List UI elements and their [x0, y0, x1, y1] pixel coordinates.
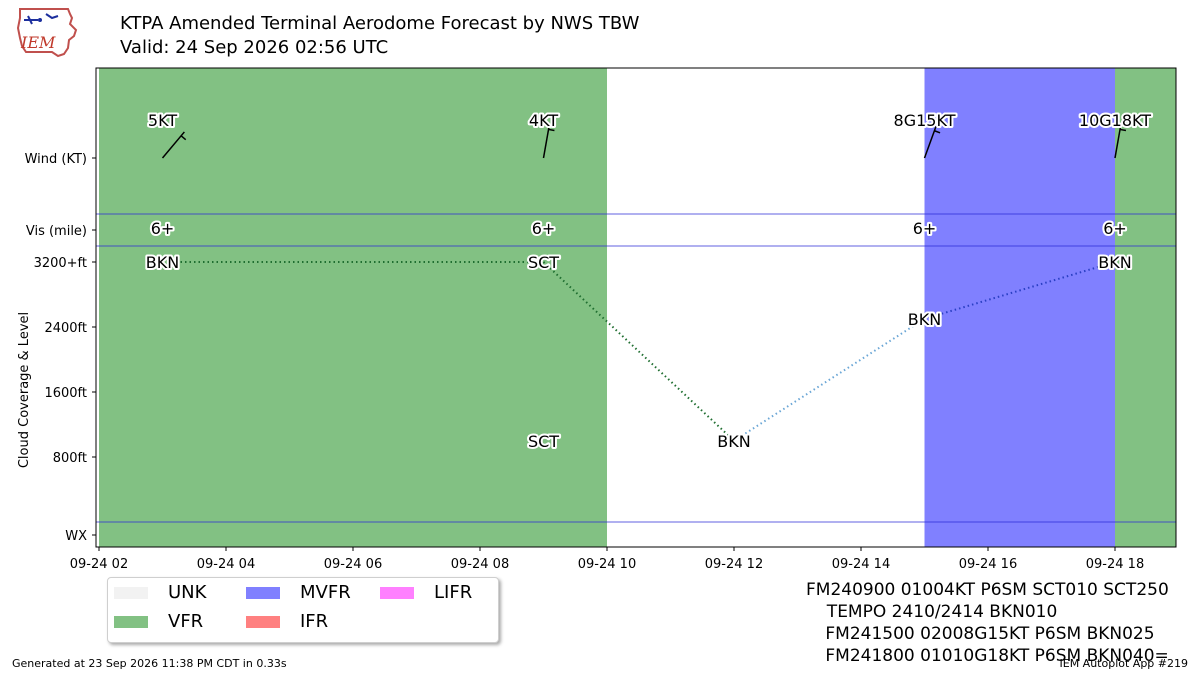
- taf-line-4: FM241800 01010G18KT P6SM BKN040=: [820, 646, 1169, 666]
- y-tick-label: Wind (KT): [25, 152, 87, 167]
- cloud-label: BKN: [908, 310, 941, 329]
- x-tick-label: 09-24 06: [324, 557, 382, 572]
- wind-label: 5KT: [148, 111, 177, 130]
- wind-label: 4KT: [529, 111, 558, 130]
- y-axis-label: Cloud Coverage & Level: [17, 312, 32, 468]
- wind-label: 8G15KT: [894, 111, 956, 130]
- x-tick-label: 09-24 02: [70, 557, 128, 572]
- visibility-label: 6+: [1103, 219, 1127, 238]
- x-tick-label: 09-24 18: [1086, 557, 1144, 572]
- taf-line-2: TEMPO 2410/2414 BKN010: [816, 602, 1058, 622]
- logo-text: IEM: [20, 33, 56, 52]
- visibility-label-halo: 6+: [913, 219, 937, 238]
- wind-barb-flag: [934, 130, 941, 134]
- x-tick-label: 09-24 04: [197, 557, 255, 572]
- y-tick-label: 2400ft: [44, 321, 87, 336]
- visibility-label: 6+: [532, 219, 556, 238]
- taf-line-3: FM241500 02008G15KT P6SM BKN025: [820, 624, 1155, 644]
- cloud-line: [542, 261, 735, 442]
- flight-category-bands: [99, 68, 1176, 547]
- chart-subtitle: Valid: 24 Sep 2026 02:56 UTC: [120, 37, 389, 58]
- x-axis: 09-24 02 09-24 04 09-24 06 09-24 08 09-24 10…: [70, 547, 1144, 572]
- wind-barb-flag: [1119, 128, 1127, 132]
- visibility-label-halo: 6+: [151, 219, 175, 238]
- legend-label: MVFR: [300, 582, 351, 603]
- legend-label: LIFR: [434, 582, 473, 603]
- legend-swatch: [380, 587, 414, 599]
- wind-barb-flag: [548, 128, 555, 132]
- wind-label: 10G18KT: [1079, 111, 1151, 130]
- visibility-label: 6+: [913, 219, 937, 238]
- y-tick-label: Vis (mile): [26, 224, 87, 239]
- cloud-label: BKN: [717, 432, 750, 451]
- legend-item-lifr: LIFR: [380, 582, 472, 603]
- footer-generated: Generated at 23 Sep 2026 11:38 PM CDT in…: [12, 657, 287, 670]
- chart-title: KTPA Amended Terminal Aerodome Forecast …: [120, 13, 640, 34]
- category-band: [1115, 68, 1176, 547]
- wind-label-halo: 8G15KT: [894, 111, 956, 130]
- cloud-lines: [162, 261, 1116, 442]
- legend-label: VFR: [168, 611, 204, 632]
- wind-barb: [161, 131, 185, 159]
- wind-label-halo: 10G18KT: [1079, 111, 1151, 130]
- legend: UNK VFR MVFR IFR LIFR: [107, 577, 499, 643]
- visibility-label-halo: 6+: [1103, 219, 1127, 238]
- wind-label-halo: 5KT: [148, 111, 177, 130]
- taf-line-1: FM240900 01004KT P6SM SCT010 SCT250: [806, 580, 1169, 600]
- legend-label: IFR: [300, 611, 329, 632]
- y-tick-label: 800ft: [53, 451, 87, 466]
- y-tick-label: WX: [65, 529, 87, 544]
- category-band: [99, 68, 607, 547]
- legend-item-vfr: VFR: [114, 611, 203, 632]
- cloud-label-halo: SCT: [528, 432, 559, 451]
- x-tick-label: 09-24 16: [959, 557, 1017, 572]
- cloud-line: [924, 261, 1116, 320]
- iem-logo: IEM: [16, 8, 78, 58]
- legend-swatch: [114, 587, 148, 599]
- cloud-label-halo: BKN: [908, 310, 941, 329]
- legend-swatch: [114, 616, 148, 628]
- cloud-label: SCT: [528, 432, 559, 451]
- visibility-label-halo: 6+: [532, 219, 556, 238]
- footer-app: IEM Autoplot App #219: [1059, 657, 1189, 670]
- cloud-label-halo: BKN: [717, 432, 750, 451]
- x-tick-label: 09-24 14: [832, 557, 890, 572]
- cloud-label-halo: SCT: [528, 253, 559, 272]
- wind-label-halo: 4KT: [529, 111, 558, 130]
- legend-label: UNK: [168, 582, 207, 603]
- legend-swatch: [246, 587, 280, 599]
- wind-barbs: [161, 124, 1127, 159]
- cloud-line: [733, 318, 926, 442]
- cloud-label-halo: BKN: [146, 253, 179, 272]
- category-band: [924, 68, 1115, 547]
- y-tick-label: 3200+ft: [34, 256, 87, 271]
- row-separators: [96, 213, 1176, 523]
- cloud-label: BKN: [1098, 253, 1131, 272]
- y-axis: Wind (KT) Vis (mile) 3200+ft 2400ft 1600ft 80…: [25, 152, 96, 544]
- category-band: [607, 68, 925, 547]
- visibility-label: 6+: [151, 219, 175, 238]
- legend-item-unk: UNK: [114, 582, 206, 603]
- cloud-label-halo: BKN: [1098, 253, 1131, 272]
- wind-barb-flag: [180, 135, 187, 141]
- legend-item-ifr: IFR: [246, 611, 328, 632]
- cloud-label: SCT: [528, 253, 559, 272]
- plot-frame: [95, 67, 1177, 548]
- legend-swatch: [246, 616, 280, 628]
- legend-item-mvfr: MVFR: [246, 582, 351, 603]
- x-tick-label: 09-24 10: [578, 557, 636, 572]
- x-tick-label: 09-24 12: [705, 557, 763, 572]
- cloud-label: BKN: [146, 253, 179, 272]
- y-tick-label: 1600ft: [44, 386, 87, 401]
- x-tick-label: 09-24 08: [451, 557, 509, 572]
